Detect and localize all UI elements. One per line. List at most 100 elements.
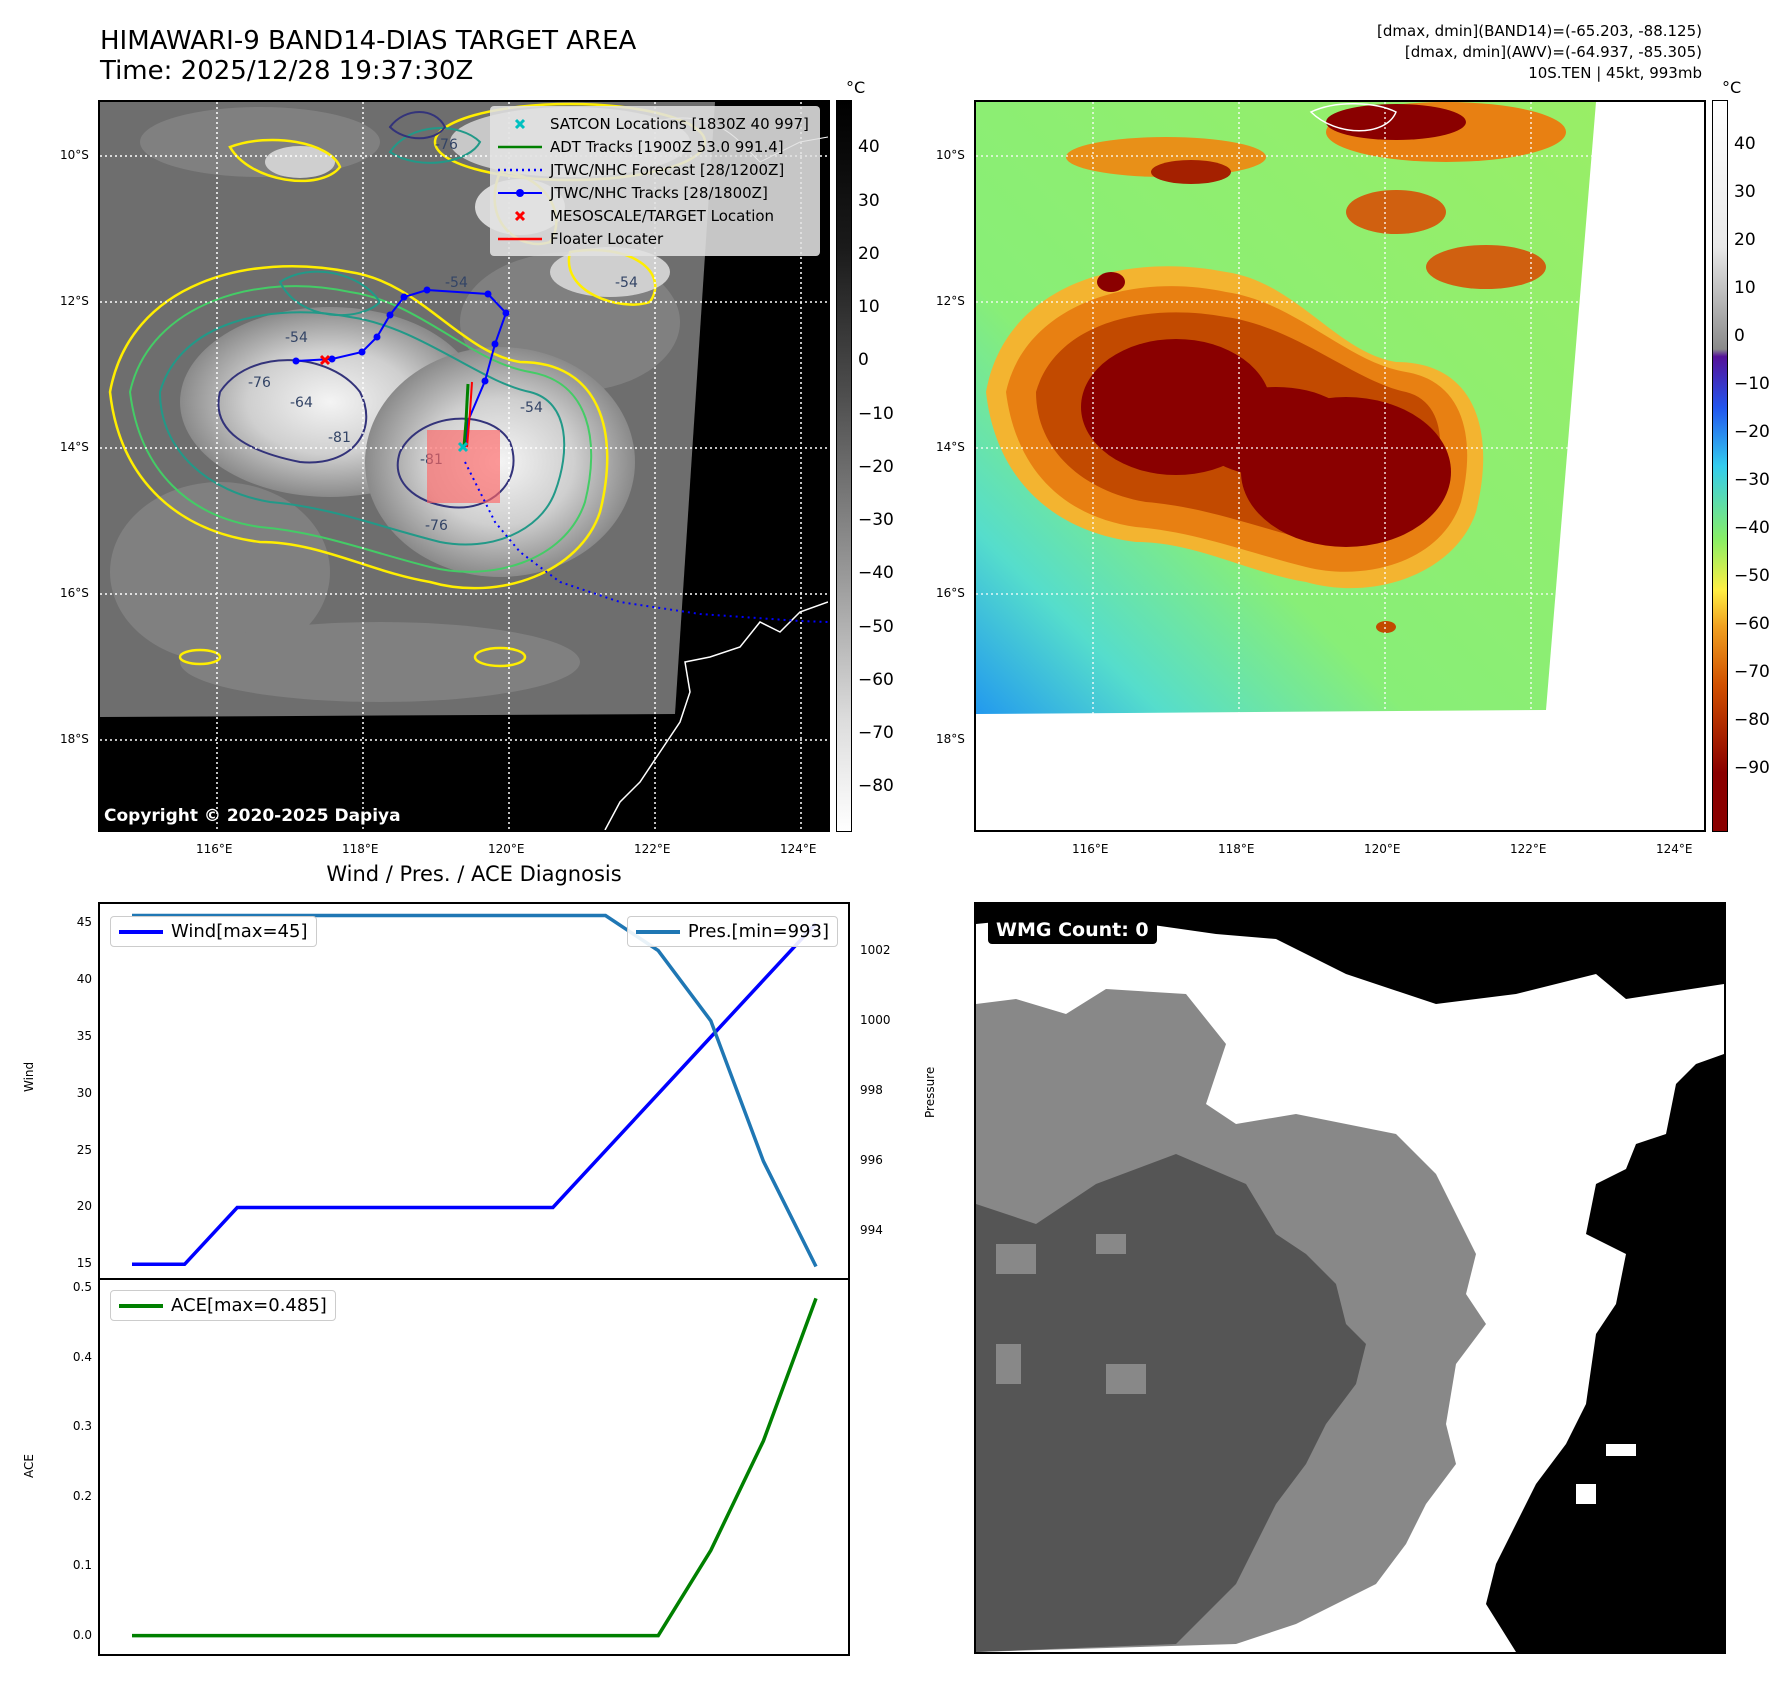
lon-label: 124°E [780,842,817,856]
map-legend: SATCON Locations [1830Z 40 997] ADT Trac… [490,106,820,256]
legend-item-target: MESOSCALE/TARGET Location [498,204,812,227]
ace-plot [132,1297,818,1638]
awv-map-panel [974,100,1706,832]
axis-tick-label: 994 [860,1223,883,1238]
colorbar-tick-label: −80 [858,776,894,797]
wmg-count-badge: WMG Count: 0 [988,916,1157,944]
axis-tick-label: 998 [860,1083,883,1097]
colorbar-tick-label: 40 [1734,133,1756,154]
lon-label: 116°E [196,842,233,856]
lat-label: 10°S [60,148,89,162]
ace-legend: ACE[max=0.485] [110,1290,336,1321]
ace-axis-label: ACE [22,1454,36,1478]
lat-label: 14°S [60,440,89,454]
color-colorbar-unit: °C [1722,78,1742,97]
lat-label: 18°S [60,732,89,746]
colorbar-tick-label: 20 [1734,229,1756,250]
colorbar-tick-label: −10 [858,403,894,424]
legend-item-satcon: SATCON Locations [1830Z 40 997] [498,112,812,135]
axis-tick-label: 996 [860,1153,883,1168]
axis-tick-label: 30 [76,1085,92,1100]
pressure-line [132,913,818,1268]
colorbar-tick-label: −80 [1734,709,1770,730]
wmg-panel: WMG Count: 0 [974,902,1726,1654]
lon-label: 118°E [1218,842,1255,856]
colorbar-tick-label: −70 [1734,661,1770,682]
wind-pres-panel: Wind[max=45] Pres.[min=993] [98,902,850,1280]
lat-label: 12°S [936,294,965,308]
axis-tick-label: 40 [76,972,92,987]
axis-tick-label: 35 [76,1029,92,1044]
axis-tick-label: 15 [76,1256,92,1271]
wind-line [132,922,818,1267]
contour-label: -54 [615,275,638,291]
contour-label: -54 [520,400,543,416]
colorbar-tick-label: −20 [1734,421,1770,442]
contour-label: -54 [285,330,308,346]
colorbar-tick-label: 30 [858,190,880,211]
lon-label: 118°E [342,842,379,856]
colorbar-tick-label: 20 [858,243,880,264]
wind-pres-plot [132,913,818,1268]
info-awv: [dmax, dmin](AWV)=(-64.937, -85.305) [1404,43,1702,61]
lon-label: 122°E [1510,842,1547,856]
colorbar-tick-label: −60 [1734,613,1770,634]
axis-tick-label: 1002 [860,942,891,957]
colorbar-tick-label: −10 [1734,373,1770,394]
lon-label: 122°E [634,842,671,856]
colorbar-tick-label: 0 [1734,325,1745,346]
axis-tick-label: 0.1 [72,1558,92,1573]
colorbar-tick-label: −20 [858,456,894,477]
axis-tick-label: 0.3 [72,1419,92,1434]
axis-tick-label: 1000 [860,1012,891,1027]
jtwc-forecast-line [464,461,828,623]
colorbar-tick-label: 30 [1734,181,1756,202]
legend-item-floater: Floater Locater [498,229,664,248]
lat-label: 16°S [60,586,89,600]
colorbar-tick-label: 0 [858,350,869,371]
ace-panel: ACE[max=0.485] [98,1278,850,1656]
colorbar-tick-label: 40 [858,137,880,158]
axis-tick-label: 0.0 [72,1627,92,1642]
colorbar-tick-label: −60 [858,669,894,690]
lat-label: 12°S [60,294,89,308]
lat-label: 18°S [936,732,965,746]
ir-map-panel: -54 -64 -76 -81 -76 -81 -54 -76 -54 -54 [98,100,830,832]
wmg-image [976,904,1724,1652]
contour-label: -54 [445,275,468,291]
colorbar-tick-label: −50 [1734,565,1770,586]
lat-label: 16°S [936,586,965,600]
adt-track-line [462,383,470,448]
gray-colorbar [836,100,852,832]
contour-label: -76 [425,518,448,534]
legend-item-adt: ADT Tracks [1900Z 53.0 991.4] [498,137,784,156]
axis-tick-label: 0.2 [72,1488,92,1503]
lon-label: 120°E [488,842,525,856]
wind-axis-label: Wind [22,1061,36,1092]
contour-label: -76 [248,375,271,391]
gray-colorbar-unit: °C [846,78,866,97]
info-band14: [dmax, dmin](BAND14)=(-65.203, -88.125) [1377,22,1702,40]
contour-label: -64 [290,395,313,411]
axis-tick-label: 25 [76,1142,92,1157]
contour-label: -81 [328,430,351,446]
lon-label: 124°E [1656,842,1693,856]
ace-line [132,1297,818,1638]
awv-map-image [976,102,1704,830]
lon-label: 116°E [1072,842,1109,856]
pressure-axis-label: Pressure [923,1066,937,1118]
legend-item-forecast: JTWC/NHC Forecast [28/1200Z] [498,160,785,179]
pres-legend: Pres.[min=993] [626,916,838,947]
diagnosis-title: Wind / Pres. / ACE Diagnosis [326,862,622,886]
color-colorbar [1712,100,1728,832]
colorbar-tick-label: 10 [858,297,880,318]
info-storm: 10S.TEN | 45kt, 993mb [1528,64,1702,82]
axis-tick-label: 45 [76,915,92,930]
axis-tick-label: 0.5 [72,1280,92,1294]
axis-tick-label: 20 [76,1199,92,1214]
colorbar-tick-label: 10 [1734,277,1756,298]
colorbar-tick-label: −70 [858,722,894,743]
lon-label: 120°E [1364,842,1401,856]
figure-time: Time: 2025/12/28 19:37:30Z [100,56,474,86]
contour-label: -76 [435,137,458,153]
